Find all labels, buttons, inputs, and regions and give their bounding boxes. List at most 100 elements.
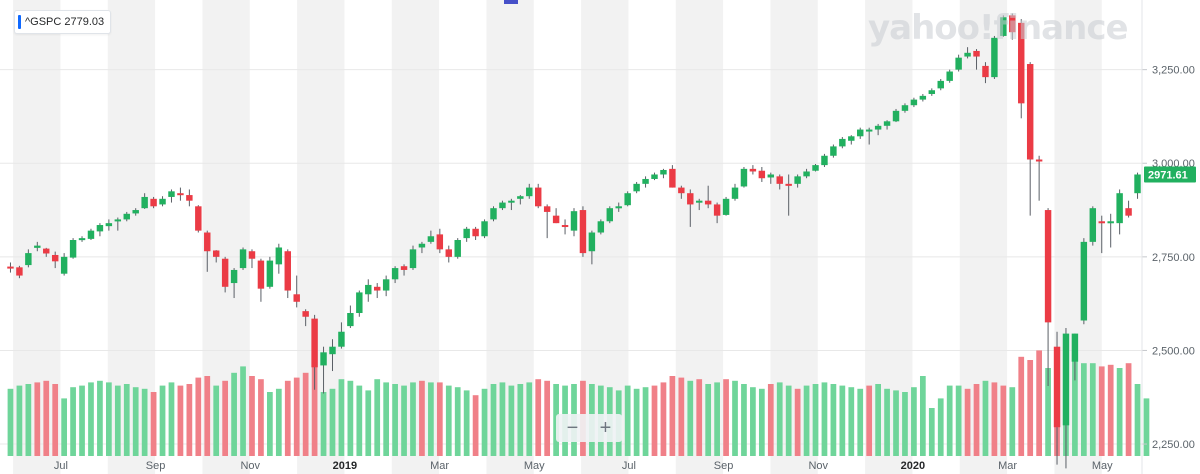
volume-bar	[34, 382, 41, 456]
volume-bar	[275, 388, 282, 456]
candle-body	[570, 211, 578, 231]
volume-bar	[284, 380, 291, 456]
volume-bar	[526, 382, 533, 456]
candle-body	[159, 198, 166, 205]
candle-body	[400, 266, 408, 270]
volume-bar	[338, 379, 345, 456]
volume-bar	[946, 385, 953, 456]
candle-body	[382, 279, 390, 291]
candle-body	[230, 269, 238, 284]
candle-body	[973, 50, 980, 57]
month-band	[107, 0, 156, 474]
volume-bar	[758, 388, 765, 456]
candle-body	[1071, 333, 1079, 362]
range-selector-marker[interactable]	[504, 0, 518, 4]
volume-bar	[1098, 366, 1105, 456]
candle-body	[320, 352, 327, 366]
candle-body	[937, 80, 944, 89]
candle-body	[1116, 193, 1123, 224]
volume-bar	[213, 385, 220, 456]
zoom-in-button[interactable]: +	[599, 417, 612, 439]
candle-body	[740, 168, 748, 187]
candle-body	[964, 52, 971, 57]
volume-bar	[911, 387, 917, 456]
candle-body	[713, 204, 721, 216]
y-axis: 3,250.003,000.002,750.002,500.002,250.00	[1141, 0, 1195, 474]
zoom-out-button[interactable]: −	[566, 417, 579, 439]
volume-bar	[633, 388, 640, 456]
candle-body	[758, 170, 766, 179]
volume-bar	[875, 384, 881, 456]
last-price-label: 2971.61	[1148, 169, 1188, 181]
volume-bar	[1009, 387, 1016, 456]
candle-body	[239, 249, 247, 269]
volume-bar	[61, 398, 68, 456]
volume-bar	[1045, 368, 1051, 456]
x-tick-label: Sep	[146, 460, 166, 472]
candle-body	[517, 196, 524, 199]
volume-bar	[991, 382, 998, 456]
volume-bar	[750, 387, 756, 456]
volume-bar	[830, 384, 837, 456]
candle-body	[892, 110, 900, 122]
candle-body	[436, 234, 444, 250]
candle-body	[1107, 221, 1114, 224]
candle-body	[141, 196, 148, 209]
volume-bar	[204, 376, 211, 456]
candle-body	[597, 221, 605, 233]
volume-bar	[785, 385, 792, 456]
candle-body	[910, 99, 918, 106]
volume-bar	[902, 392, 908, 456]
candle-body	[302, 311, 309, 317]
candle-body	[543, 206, 551, 212]
volume-bar	[419, 380, 425, 456]
volume-bar	[741, 384, 747, 456]
volume-bar	[258, 379, 264, 456]
volume-bar	[893, 390, 899, 456]
candle-body	[785, 183, 792, 186]
candle-body	[1018, 22, 1025, 104]
volume-bar	[544, 380, 551, 456]
volume-bar	[454, 387, 461, 456]
volume-bar	[392, 384, 398, 456]
x-tick-label: 2019	[333, 460, 357, 472]
candle-body	[427, 236, 435, 242]
candle-body	[615, 206, 622, 209]
volume-bar	[132, 387, 139, 456]
volume-bar	[1072, 360, 1078, 456]
ticker-chip[interactable]: ^GSPC 2779.03	[14, 10, 112, 34]
candle-body	[874, 125, 882, 130]
candle-body	[1089, 208, 1097, 242]
candle-body	[454, 240, 461, 257]
volume-bar	[714, 382, 720, 456]
volume-bar	[928, 408, 935, 456]
candle-body	[78, 238, 86, 241]
volume-bar	[293, 377, 300, 456]
volume-bar	[79, 385, 85, 456]
volume-bar	[1000, 385, 1007, 456]
volume-bar	[803, 385, 810, 456]
x-axis: Jul Sep Nov 2019 Mar May Jul Sep Nov 2020 Mar May	[54, 460, 1113, 472]
candle-body	[329, 346, 336, 355]
candle-body	[883, 121, 891, 126]
volume-bar	[159, 385, 166, 456]
candle-body	[535, 187, 542, 207]
volume-bar	[812, 384, 819, 456]
volume-bar	[624, 385, 631, 456]
volume-bar	[517, 384, 524, 456]
volume-bar	[445, 385, 452, 456]
candle-body	[1035, 159, 1043, 162]
candle-body	[266, 260, 274, 287]
candle-body	[51, 254, 59, 262]
volume-bar	[884, 388, 890, 456]
candle-body	[69, 240, 77, 258]
volume-bar	[776, 382, 783, 456]
volume-bar	[52, 384, 59, 456]
candle-body	[1026, 64, 1034, 160]
volume-bar	[347, 380, 354, 456]
volume-bar	[937, 398, 944, 456]
candle-body	[365, 284, 372, 295]
candle-body	[865, 129, 873, 132]
candle-body	[946, 71, 953, 81]
